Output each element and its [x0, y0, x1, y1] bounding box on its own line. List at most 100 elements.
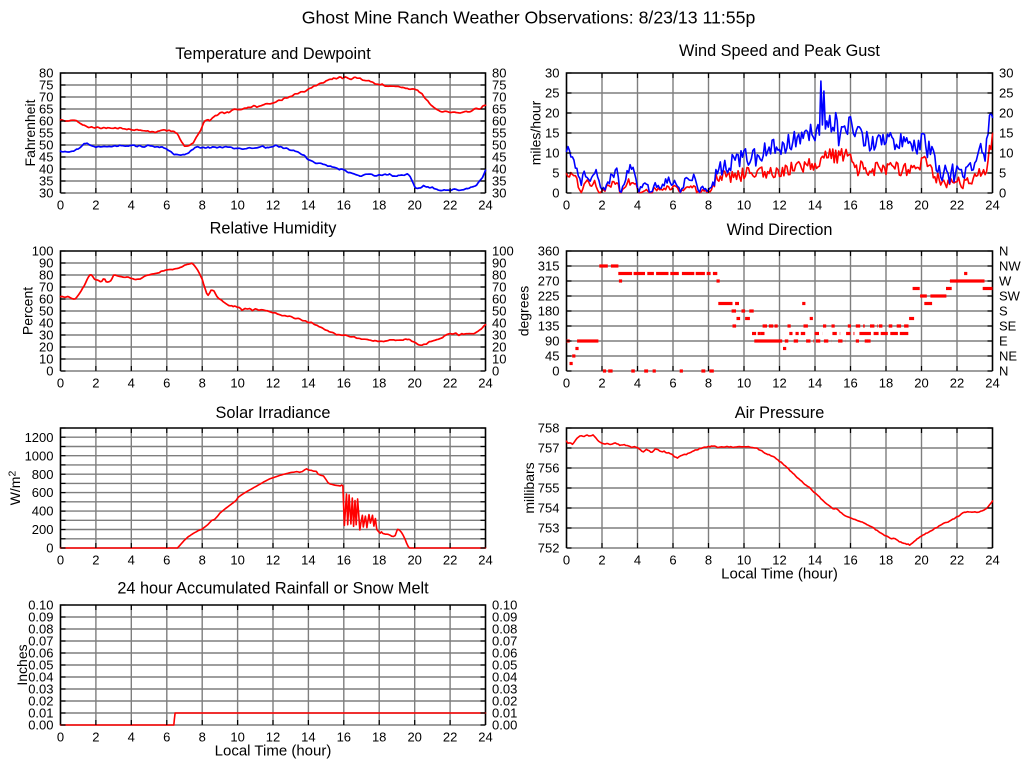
- svg-text:600: 600: [32, 485, 54, 500]
- svg-text:Local Time (hour): Local Time (hour): [721, 566, 838, 583]
- svg-text:753: 753: [538, 521, 560, 536]
- svg-text:10: 10: [999, 146, 1013, 161]
- svg-text:24 hour Accumulated Rainfall o: 24 hour Accumulated Rainfall or Snow Mel…: [117, 580, 429, 598]
- svg-text:14: 14: [808, 376, 822, 391]
- svg-text:10: 10: [545, 146, 559, 161]
- svg-text:6: 6: [669, 553, 676, 568]
- svg-text:4: 4: [128, 730, 135, 745]
- svg-text:Ghost Mine Ranch Weather Obser: Ghost Mine Ranch Weather Observations: 8…: [302, 8, 756, 28]
- svg-text:12: 12: [772, 376, 786, 391]
- svg-text:22: 22: [950, 376, 964, 391]
- svg-text:5: 5: [552, 166, 559, 181]
- svg-text:100: 100: [492, 244, 514, 259]
- svg-text:N: N: [999, 244, 1008, 259]
- svg-text:Inches: Inches: [14, 644, 30, 685]
- svg-text:Fahrenheit: Fahrenheit: [22, 99, 38, 166]
- svg-text:degrees: degrees: [516, 286, 532, 337]
- svg-text:25: 25: [545, 86, 559, 101]
- svg-text:22: 22: [443, 730, 457, 745]
- svg-text:24: 24: [985, 376, 999, 391]
- svg-text:millibars: millibars: [521, 462, 537, 513]
- svg-text:315: 315: [538, 259, 560, 274]
- svg-text:Relative Humidity: Relative Humidity: [210, 220, 338, 238]
- svg-text:22: 22: [443, 553, 457, 568]
- svg-text:22: 22: [950, 198, 964, 213]
- svg-text:360: 360: [538, 244, 560, 259]
- svg-text:6: 6: [163, 376, 170, 391]
- svg-text:6: 6: [163, 198, 170, 213]
- svg-text:14: 14: [808, 198, 822, 213]
- svg-text:18: 18: [372, 198, 386, 213]
- svg-text:24: 24: [985, 553, 999, 568]
- svg-text:20: 20: [914, 198, 928, 213]
- svg-text:20: 20: [999, 106, 1013, 121]
- svg-text:8: 8: [705, 376, 712, 391]
- svg-text:16: 16: [337, 553, 351, 568]
- svg-text:16: 16: [337, 198, 351, 213]
- svg-text:10: 10: [230, 553, 244, 568]
- svg-text:4: 4: [634, 198, 641, 213]
- svg-text:SW: SW: [999, 289, 1021, 304]
- svg-text:135: 135: [538, 319, 560, 334]
- svg-text:0: 0: [552, 186, 559, 201]
- svg-text:22: 22: [950, 553, 964, 568]
- svg-text:200: 200: [32, 522, 54, 537]
- svg-text:752: 752: [538, 541, 560, 556]
- svg-text:1000: 1000: [25, 448, 54, 463]
- svg-text:5: 5: [999, 166, 1006, 181]
- svg-text:18: 18: [879, 376, 893, 391]
- svg-text:180: 180: [538, 304, 560, 319]
- svg-text:755: 755: [538, 481, 560, 496]
- svg-text:16: 16: [843, 198, 857, 213]
- svg-text:4: 4: [634, 553, 641, 568]
- svg-text:80: 80: [492, 66, 506, 81]
- svg-text:Air Pressure: Air Pressure: [735, 404, 825, 422]
- svg-text:SE: SE: [999, 319, 1017, 334]
- svg-text:10: 10: [230, 376, 244, 391]
- svg-text:NE: NE: [999, 349, 1017, 364]
- svg-text:0: 0: [563, 553, 570, 568]
- svg-text:8: 8: [199, 376, 206, 391]
- svg-text:12: 12: [266, 553, 280, 568]
- svg-text:24: 24: [478, 198, 492, 213]
- svg-text:16: 16: [337, 730, 351, 745]
- svg-text:0.10: 0.10: [28, 598, 53, 613]
- svg-text:S: S: [999, 304, 1008, 319]
- svg-text:Wind Direction: Wind Direction: [727, 221, 833, 239]
- svg-text:225: 225: [538, 289, 560, 304]
- svg-text:0: 0: [552, 364, 559, 379]
- svg-text:45: 45: [545, 349, 559, 364]
- svg-text:miles/hour: miles/hour: [528, 100, 544, 165]
- svg-text:Temperature and Dewpoint: Temperature and Dewpoint: [175, 45, 371, 63]
- svg-text:30: 30: [999, 66, 1013, 81]
- svg-text:800: 800: [32, 467, 54, 482]
- svg-text:8: 8: [199, 730, 206, 745]
- svg-text:6: 6: [669, 376, 676, 391]
- svg-text:0: 0: [46, 541, 53, 556]
- svg-text:10: 10: [230, 198, 244, 213]
- svg-text:15: 15: [999, 126, 1013, 141]
- svg-text:N: N: [999, 364, 1008, 379]
- svg-text:0.10: 0.10: [492, 598, 517, 613]
- svg-text:14: 14: [301, 376, 315, 391]
- svg-text:756: 756: [538, 461, 560, 476]
- svg-text:18: 18: [372, 553, 386, 568]
- svg-text:2: 2: [598, 198, 605, 213]
- svg-text:2: 2: [92, 553, 99, 568]
- svg-text:25: 25: [999, 86, 1013, 101]
- svg-text:1200: 1200: [25, 430, 54, 445]
- svg-text:12: 12: [772, 198, 786, 213]
- svg-text:10: 10: [737, 198, 751, 213]
- svg-text:2: 2: [92, 376, 99, 391]
- svg-text:6: 6: [163, 730, 170, 745]
- svg-text:4: 4: [634, 376, 641, 391]
- svg-text:18: 18: [372, 376, 386, 391]
- svg-text:8: 8: [199, 198, 206, 213]
- svg-text:6: 6: [669, 198, 676, 213]
- svg-text:15: 15: [545, 126, 559, 141]
- svg-text:24: 24: [478, 730, 492, 745]
- svg-text:4: 4: [128, 198, 135, 213]
- svg-text:754: 754: [538, 501, 560, 516]
- svg-text:16: 16: [337, 376, 351, 391]
- svg-text:22: 22: [443, 198, 457, 213]
